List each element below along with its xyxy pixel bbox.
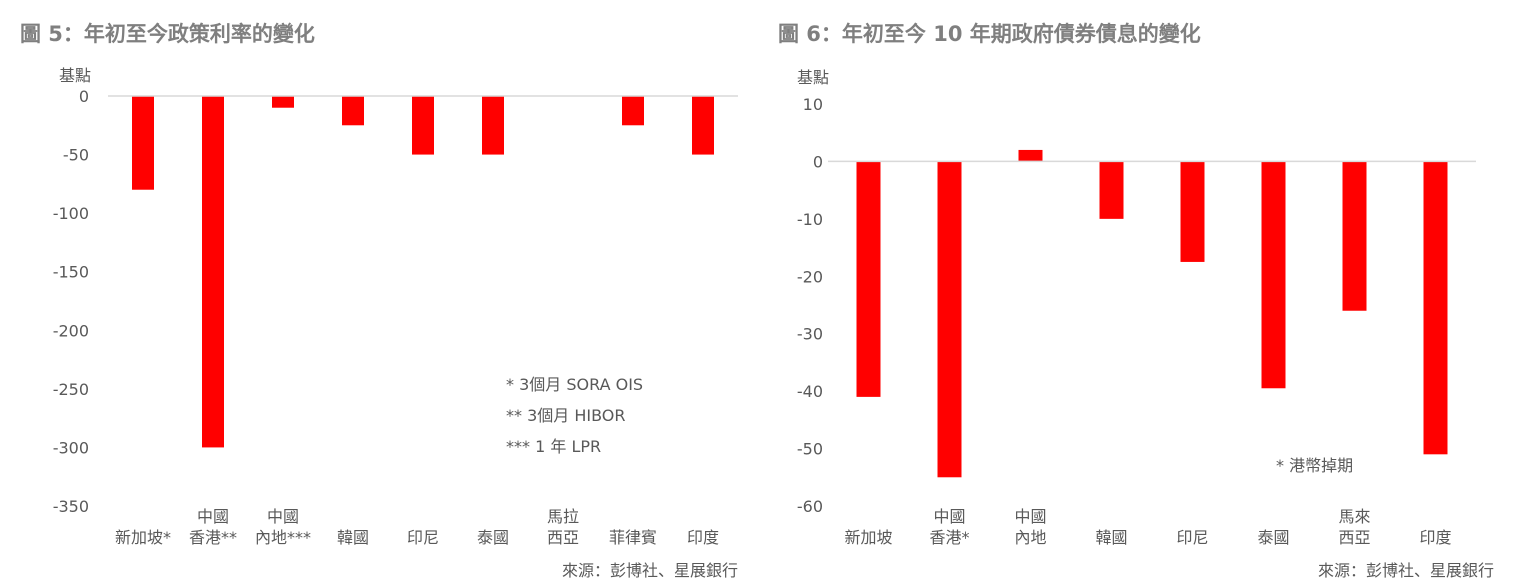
y-tick-label: 0 bbox=[79, 87, 89, 106]
bar bbox=[856, 161, 881, 397]
y-tick-label: -50 bbox=[797, 440, 823, 459]
policy-rate-chart: 基點 0 -50 -100 -150 -200 -250 -300 -350 新加坡* 中國香港**… bbox=[53, 66, 738, 580]
y-axis-label: 基點 bbox=[59, 66, 91, 85]
bar bbox=[132, 96, 154, 190]
y-axis-label: 基點 bbox=[797, 68, 829, 87]
source-note: 來源：彭博社、星展銀行 bbox=[562, 561, 738, 580]
footnote: ** 3個月 HIBOR bbox=[506, 406, 626, 425]
y-tick-label: -100 bbox=[53, 204, 89, 223]
y-tick-label: -50 bbox=[63, 146, 89, 165]
y-tick-label: -250 bbox=[53, 380, 89, 399]
category-label: 香港** bbox=[189, 528, 237, 547]
y-tick-label: -30 bbox=[797, 325, 823, 344]
category-label: 韓國 bbox=[337, 528, 369, 547]
y-tick-label: -350 bbox=[53, 497, 89, 516]
category-label: 西亞 bbox=[547, 528, 579, 547]
category-label: 印尼 bbox=[1176, 528, 1208, 547]
y-tick-label: -60 bbox=[797, 497, 823, 516]
footnote: * 港幣掉期 bbox=[1276, 456, 1353, 475]
y-tick-label: 0 bbox=[813, 152, 823, 171]
category-label: 香港* bbox=[929, 528, 969, 547]
bar bbox=[692, 96, 714, 155]
source-note: 來源：彭博社、星展銀行 bbox=[1318, 561, 1494, 580]
y-tick-label: -10 bbox=[797, 210, 823, 229]
bar bbox=[272, 96, 294, 108]
bar bbox=[1261, 161, 1286, 389]
footnote: *** 1 年 LPR bbox=[506, 437, 601, 456]
category-label: 中國 bbox=[1014, 507, 1046, 526]
category-label: 中國 bbox=[197, 507, 229, 526]
bar bbox=[1423, 161, 1448, 455]
category-label: 馬拉 bbox=[547, 507, 579, 526]
category-label: 印度 bbox=[687, 528, 719, 547]
bar bbox=[482, 96, 504, 155]
y-tick-label: 10 bbox=[803, 95, 823, 114]
y-tick-label: -300 bbox=[53, 438, 89, 457]
category-label: 泰國 bbox=[477, 528, 509, 547]
chart-panel-bond-yields: 圖 6：年初至今 10 年期政府債券債息的變化 基點 10 0 -10 -20 -30 -4… bbox=[760, 0, 1516, 582]
category-label: 菲律賓 bbox=[609, 528, 657, 547]
category-label: 馬來 bbox=[1338, 507, 1370, 526]
category-label: 內地 bbox=[1014, 528, 1046, 547]
y-tick-label: -150 bbox=[53, 263, 89, 282]
y-tick-label: -200 bbox=[53, 321, 89, 340]
category-label: 中國 bbox=[933, 507, 965, 526]
category-label: 印尼 bbox=[407, 528, 439, 547]
chart-panel-policy-rates: 圖 5：年初至今政策利率的變化 基點 0 -50 -100 -150 -200 -250 -3… bbox=[20, 22, 738, 580]
y-tick-label: -20 bbox=[797, 267, 823, 286]
bar bbox=[1018, 149, 1043, 162]
bar bbox=[342, 96, 364, 126]
category-label: 新加坡 bbox=[844, 528, 892, 547]
bar bbox=[202, 96, 224, 448]
category-label: 印度 bbox=[1419, 528, 1451, 547]
category-label: 新加坡* bbox=[115, 528, 171, 547]
chart-title: 圖 5：年初至今政策利率的變化 bbox=[20, 22, 315, 46]
bar bbox=[937, 161, 962, 478]
y-tick-label: -40 bbox=[797, 382, 823, 401]
category-label: 泰國 bbox=[1257, 528, 1289, 547]
bar bbox=[622, 96, 644, 126]
category-label: 西亞 bbox=[1338, 528, 1370, 547]
bar bbox=[1099, 161, 1124, 219]
category-label: 內地*** bbox=[255, 528, 311, 547]
footnote: * 3個月 SORA OIS bbox=[506, 375, 643, 394]
bar bbox=[1180, 161, 1205, 262]
bar bbox=[412, 96, 434, 155]
category-label: 韓國 bbox=[1095, 528, 1127, 547]
bar bbox=[1342, 161, 1367, 311]
chart-title: 圖 6：年初至今 10 年期政府債券債息的變化 bbox=[778, 22, 1201, 46]
category-label: 中國 bbox=[267, 507, 299, 526]
